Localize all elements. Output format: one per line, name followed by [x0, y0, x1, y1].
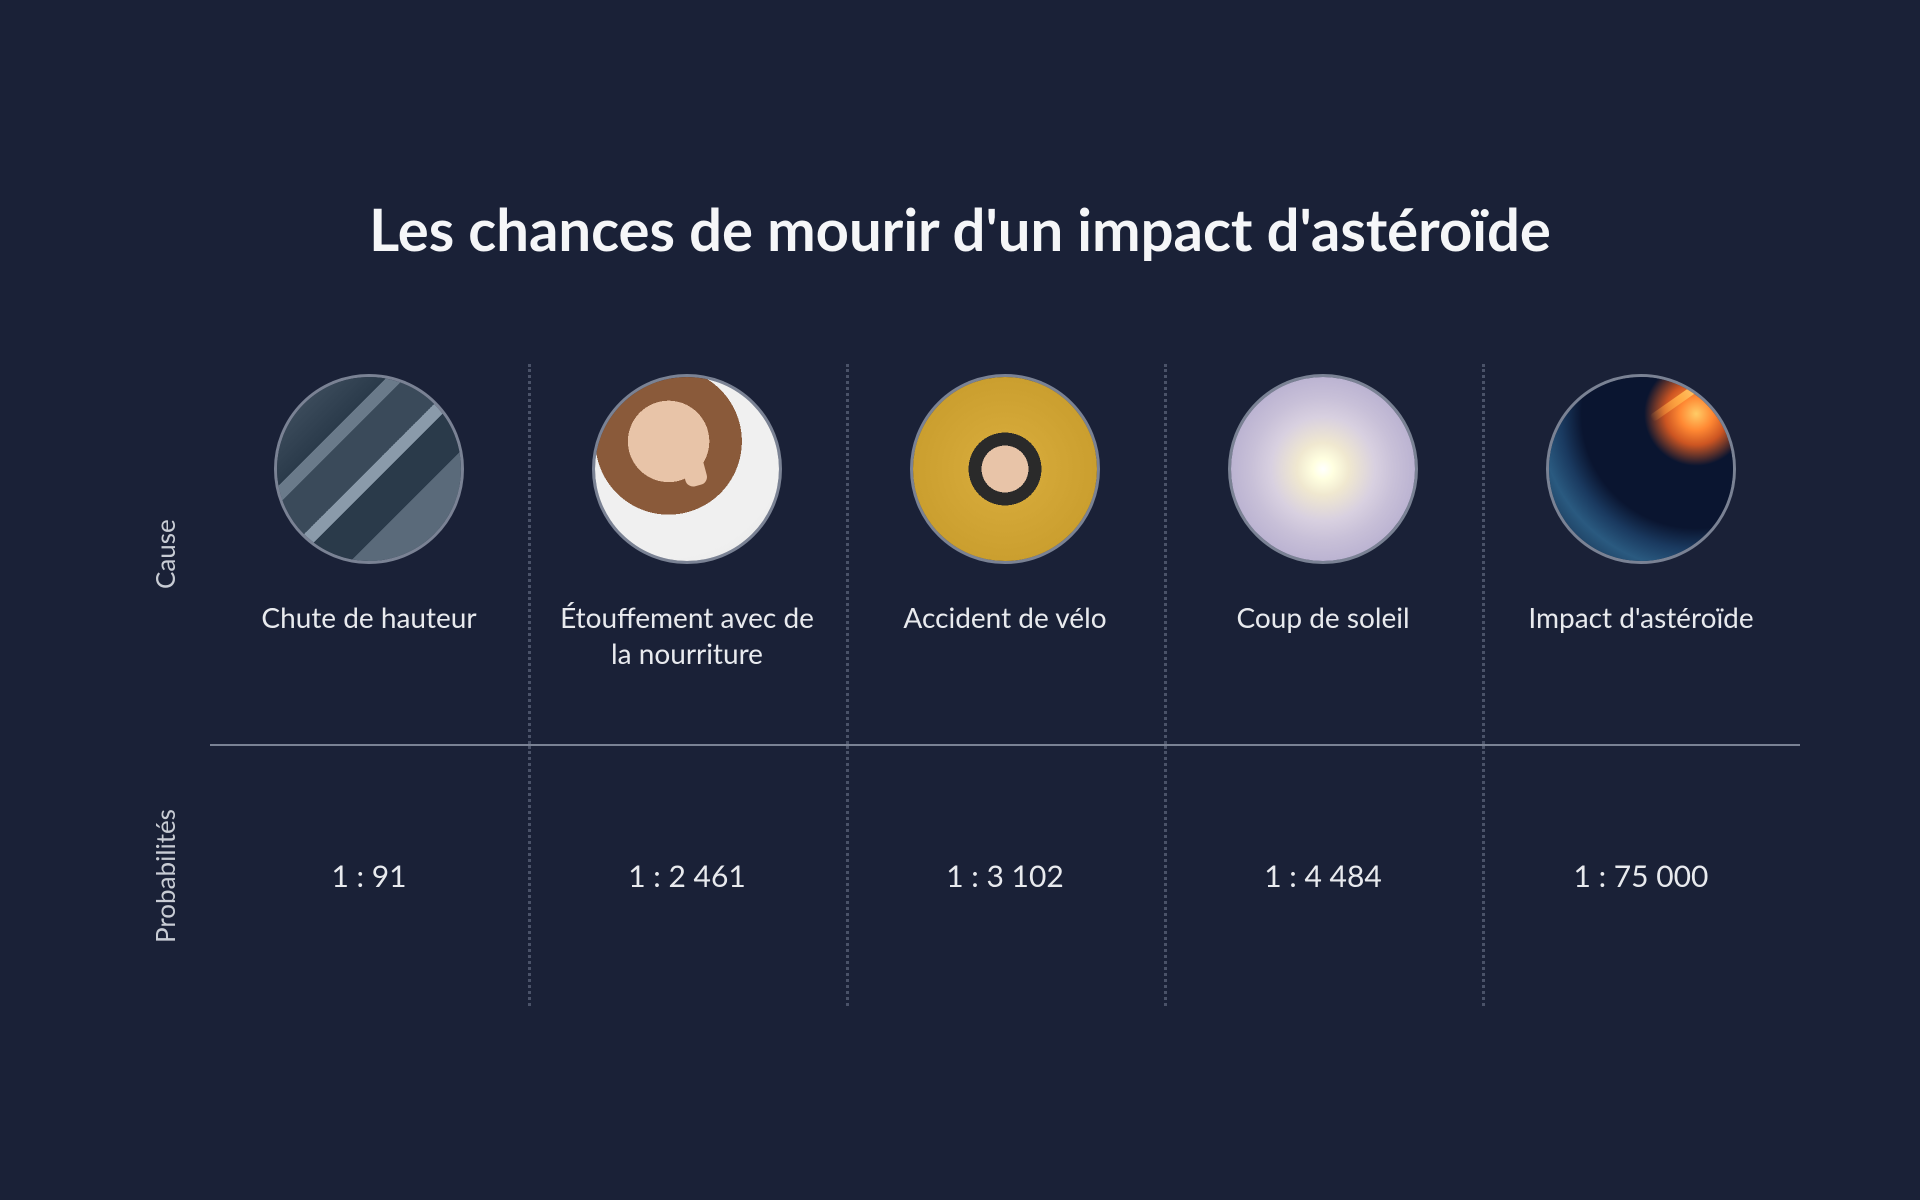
- cause-cell-4: Impact d'astéroïde: [1482, 364, 1800, 744]
- cause-label-2: Accident de vélo: [903, 599, 1106, 635]
- bike-icon: [910, 374, 1100, 564]
- prob-value-4: 1 : 75 000: [1574, 858, 1709, 894]
- row-label-cause: Cause: [120, 364, 210, 744]
- prob-value-2: 1 : 3 102: [946, 858, 1064, 894]
- prob-cell-2: 1 : 3 102: [846, 746, 1164, 1006]
- prob-value-3: 1 : 4 484: [1264, 858, 1382, 894]
- cause-cell-1: Étouffement avec de la nourriture: [528, 364, 846, 744]
- prob-cell-1: 1 : 2 461: [528, 746, 846, 1006]
- column-divider: [528, 746, 531, 1006]
- cause-cell-3: Coup de soleil: [1164, 364, 1482, 744]
- column-divider: [1164, 746, 1167, 1006]
- choke-icon: [592, 374, 782, 564]
- fall-icon: [274, 374, 464, 564]
- prob-cell-3: 1 : 4 484: [1164, 746, 1482, 1006]
- column-divider: [846, 364, 849, 744]
- asteroid-icon: [1546, 374, 1736, 564]
- cause-cell-2: Accident de vélo: [846, 364, 1164, 744]
- comparison-grid: Cause Chute de hauteur Étouffement avec …: [120, 364, 1800, 1006]
- sun-icon: [1228, 374, 1418, 564]
- cause-label-3: Coup de soleil: [1236, 599, 1409, 635]
- infographic-container: Les chances de mourir d'un impact d'asté…: [80, 135, 1840, 1066]
- cause-label-4: Impact d'astéroïde: [1528, 599, 1753, 635]
- column-divider: [1164, 364, 1167, 744]
- cause-label-1: Étouffement avec de la nourriture: [558, 599, 816, 672]
- row-label-prob: Probabilités: [120, 746, 210, 1006]
- cause-label-0: Chute de hauteur: [261, 599, 476, 635]
- cause-cell-0: Chute de hauteur: [210, 364, 528, 744]
- page-title: Les chances de mourir d'un impact d'asté…: [120, 195, 1800, 264]
- prob-cell-0: 1 : 91: [210, 746, 528, 1006]
- prob-value-0: 1 : 91: [331, 858, 406, 894]
- column-divider: [1482, 746, 1485, 1006]
- prob-value-1: 1 : 2 461: [628, 858, 746, 894]
- column-divider: [1482, 364, 1485, 744]
- column-divider: [846, 746, 849, 1006]
- column-divider: [528, 364, 531, 744]
- prob-cell-4: 1 : 75 000: [1482, 746, 1800, 1006]
